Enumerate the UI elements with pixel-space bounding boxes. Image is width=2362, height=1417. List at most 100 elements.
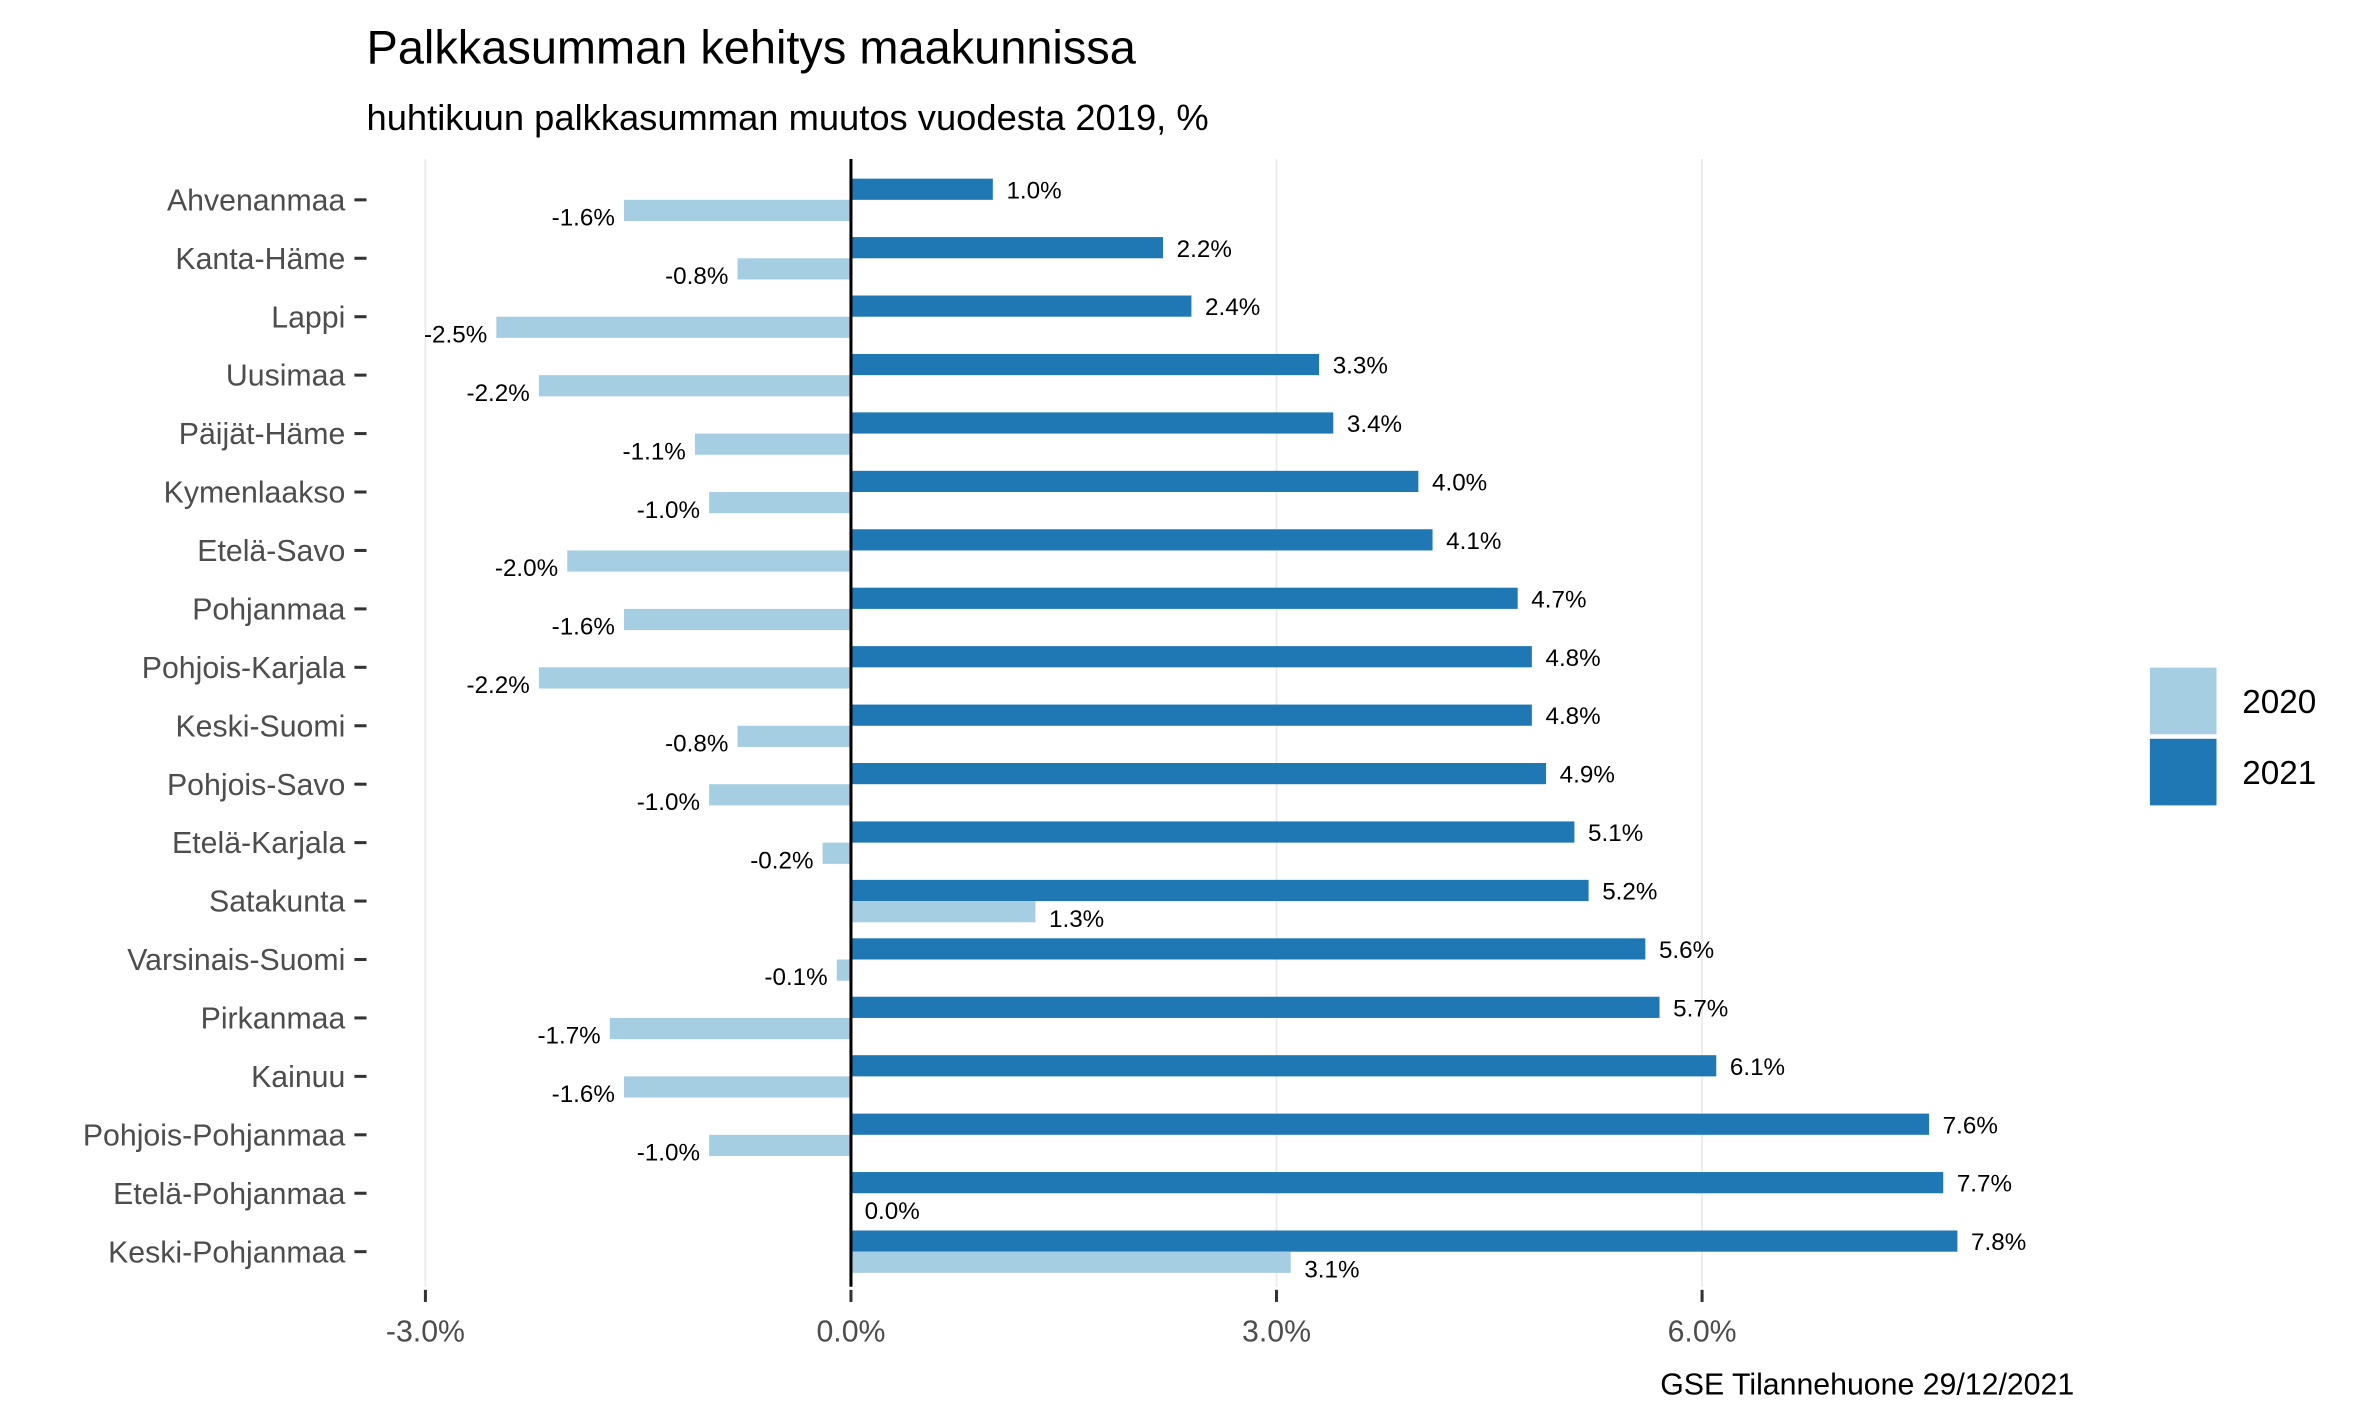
x-axis: -3.0% 0.0% 3.0% 6.0% <box>386 1289 1737 1348</box>
bar-2020 <box>496 316 851 338</box>
bar-2020 <box>567 550 851 572</box>
bar-2021 <box>850 938 1646 960</box>
y-tick-label: Lappi <box>271 301 345 334</box>
data-label-2021: 7.6% <box>1943 1112 1998 1139</box>
y-tick-label: Kanta-Häme <box>175 243 345 276</box>
data-label-2021: 3.4% <box>1347 411 1402 438</box>
data-label-2020: -0.8% <box>665 263 728 290</box>
data-label-2020: -1.0% <box>637 497 700 524</box>
data-label-2021: 4.7% <box>1531 586 1586 613</box>
y-tick-label: Pohjanmaa <box>192 593 345 626</box>
data-label-2020: -0.8% <box>665 730 728 757</box>
y-tick-label: Päijät-Häme <box>179 418 346 451</box>
data-label-2021: 7.8% <box>1971 1229 2026 1256</box>
bar-2021 <box>850 237 1164 259</box>
bar-2021 <box>850 821 1575 843</box>
y-tick-label: Pirkanmaa <box>201 1003 346 1036</box>
y-tick-label: Pohjois-Savo <box>167 769 345 802</box>
bar-2021 <box>850 763 1547 785</box>
y-tick-label: Keski-Suomi <box>175 710 345 743</box>
data-label-2020: -0.2% <box>750 847 813 874</box>
legend-label-2020: 2020 <box>2242 684 2316 721</box>
data-label-2020: 3.1% <box>1304 1256 1359 1283</box>
data-label-2020: -2.2% <box>467 672 530 699</box>
data-label-2021: 2.4% <box>1205 294 1260 321</box>
bar-2021 <box>850 996 1660 1018</box>
y-tick-label: Keski-Pohjanmaa <box>108 1236 345 1269</box>
y-tick-label: Etelä-Pohjanmaa <box>113 1178 345 1211</box>
bar-2021 <box>850 879 1589 902</box>
data-label-2021: 2.2% <box>1177 236 1232 263</box>
y-tick-label: Kainuu <box>251 1061 345 1094</box>
bar-2020 <box>538 375 851 397</box>
bar-2021 <box>850 704 1532 726</box>
data-label-2020: 1.3% <box>1049 906 1104 933</box>
y-tick-label: Pohjois-Karjala <box>142 652 346 685</box>
bar-2021 <box>850 1113 1930 1135</box>
y-tick-label: Pohjois-Pohjanmaa <box>83 1119 346 1152</box>
bar-2021 <box>850 470 1419 493</box>
bar-2021 <box>850 587 1518 609</box>
chart-title: Palkkasumman kehitys maakunnissa <box>367 22 1137 74</box>
data-label-2021: 4.8% <box>1545 703 1600 730</box>
bar-2020 <box>709 1134 851 1157</box>
y-axis: Ahvenanmaa Kanta-Häme Lappi Uusimaa Päijät-H… <box>83 184 367 1269</box>
data-label-2021: 6.1% <box>1730 1054 1785 1081</box>
bar-2021 <box>850 295 1192 317</box>
bar-2020 <box>624 199 851 222</box>
bar-2020 <box>609 1017 851 1040</box>
bar-2021 <box>850 529 1433 551</box>
data-label-2020: -1.6% <box>552 205 615 232</box>
x-tick-label: 3.0% <box>1242 1315 1311 1348</box>
legend-label-2021: 2021 <box>2242 755 2316 792</box>
data-label-2020: -1.6% <box>552 614 615 641</box>
chart-subtitle: huhtikuun palkkasumman muutos vuodesta 2… <box>367 97 1209 138</box>
x-tick-label: 6.0% <box>1668 1315 1737 1348</box>
bar-2020 <box>709 784 851 806</box>
bar-2020 <box>836 959 851 981</box>
bar-2020 <box>694 433 851 455</box>
data-label-2021: 5.7% <box>1673 995 1728 1022</box>
bar-2020 <box>624 1076 851 1098</box>
bars: 1.0% -1.6% 2.2% -0.8% 2.4% -2.5% 3.3% -2.2% 3.4%… <box>424 158 2026 1287</box>
data-label-2021: 4.9% <box>1560 762 1615 789</box>
bar-2021 <box>850 412 1334 434</box>
legend: 2020 2021 <box>2149 667 2316 806</box>
y-tick-label: Etelä-Savo <box>197 535 345 568</box>
data-label-2020: -1.7% <box>537 1023 600 1050</box>
data-label-2020: -1.0% <box>637 1140 700 1167</box>
y-tick-label: Kymenlaakso <box>164 477 346 510</box>
bar-2021 <box>850 1230 1958 1252</box>
bar-2020 <box>709 492 851 514</box>
bar-2021 <box>850 353 1320 376</box>
bar-2020 <box>538 667 851 689</box>
bar-2021 <box>850 178 993 200</box>
y-tick-label: Ahvenanmaa <box>167 184 346 217</box>
data-label-2021: 7.7% <box>1957 1171 2012 1198</box>
data-label-2021: 4.0% <box>1432 469 1487 496</box>
bar-2020 <box>822 842 851 864</box>
bar-2021 <box>850 1172 1944 1194</box>
bar-2020 <box>850 1251 1291 1273</box>
bar-2020 <box>850 901 1036 923</box>
data-label-2020: -1.1% <box>623 438 686 465</box>
data-label-2021: 5.2% <box>1602 879 1657 906</box>
data-label-2020: -2.0% <box>495 555 558 582</box>
bar-2021 <box>850 1055 1717 1077</box>
data-label-2020: -0.1% <box>764 964 827 991</box>
data-label-2021: 4.8% <box>1545 645 1600 672</box>
bar-2021 <box>850 646 1532 668</box>
data-label-2021: 5.6% <box>1659 937 1714 964</box>
data-label-2020: -1.6% <box>552 1081 615 1108</box>
x-tick-label: 0.0% <box>816 1315 885 1348</box>
bar-2020 <box>624 608 851 631</box>
chart-caption: GSE Tilannehuone 29/12/2021 <box>1660 1368 2074 1401</box>
y-tick-label: Satakunta <box>209 886 345 919</box>
y-tick-label: Varsinais-Suomi <box>127 944 345 977</box>
data-label-2020: -2.5% <box>424 321 487 348</box>
y-tick-label: Etelä-Karjala <box>172 827 345 860</box>
data-label-2020: -1.0% <box>637 789 700 816</box>
data-label-2021: 3.3% <box>1333 353 1388 380</box>
bar-2020 <box>737 258 851 280</box>
